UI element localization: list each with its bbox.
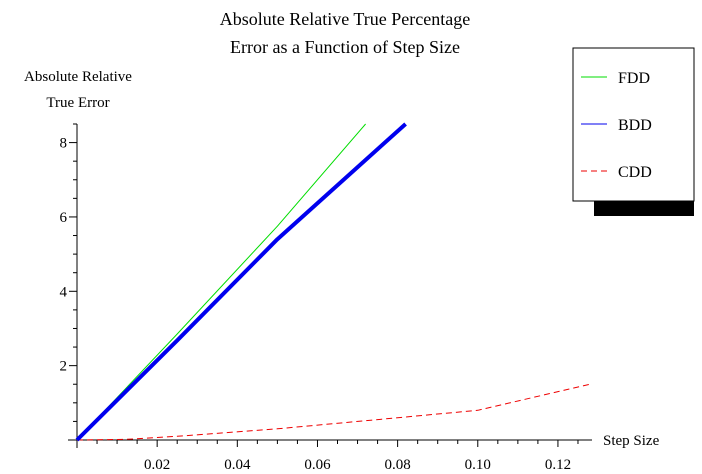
legend-label-bdd: BDD [618,117,652,134]
chart-title-line-1: Absolute Relative True Percentage [220,9,470,29]
series-line-bdd [75,122,407,442]
x-tick-label: 0.04 [224,457,251,473]
y-axis-ticks: 2 4 6 8 [60,123,77,422]
y-tick-label: 6 [60,210,68,226]
series-line-cdd [76,383,591,441]
y-tick-label: 8 [60,136,68,152]
chart-title: Absolute Relative True Percentage Error … [220,9,470,57]
x-tick-label: 0.02 [144,457,170,473]
plot-series [75,122,591,442]
y-axis-label-line-2: True Error [46,95,109,111]
x-axis-ticks: 0.02 0.04 0.06 0.08 0.10 0.12 [96,440,579,473]
y-tick-label: 2 [60,359,68,375]
chart-title-line-2: Error as a Function of Step Size [230,37,460,57]
x-tick-label: 0.06 [304,457,331,473]
y-tick-label: 4 [60,284,68,300]
x-tick-label: 0.10 [465,457,491,473]
y-axis-label: Absolute Relative True Error [24,69,132,111]
legend-label-fdd: FDD [618,70,650,87]
legend: FDD BDD CDD [572,47,695,216]
series-line-fdd [76,123,366,441]
x-tick-label: 0.08 [385,457,411,473]
legend-label-cdd: CDD [618,164,652,181]
x-tick-label: 0.12 [545,457,571,473]
x-axis-label: Step Size [603,433,660,449]
y-axis-label-line-1: Absolute Relative [24,69,132,85]
